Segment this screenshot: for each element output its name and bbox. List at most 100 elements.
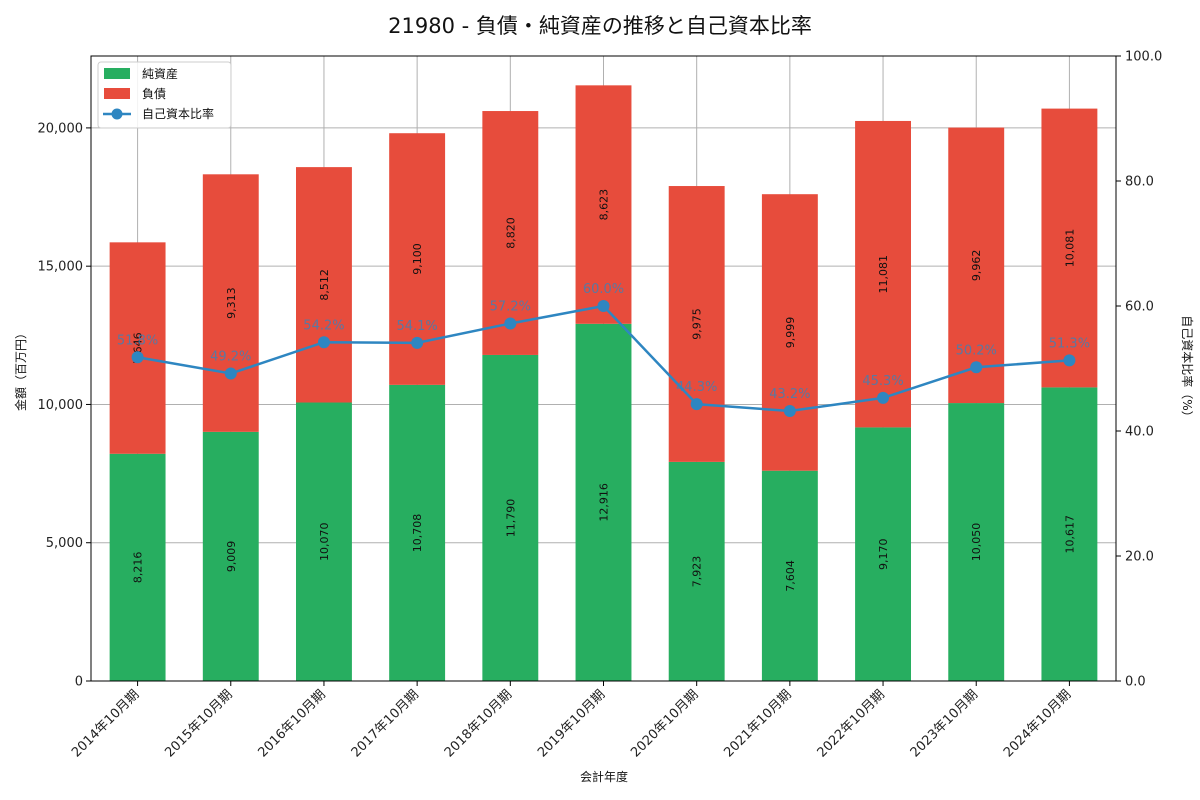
legend-label: 純資産: [142, 66, 178, 81]
bar-value-label: 10,708: [411, 514, 424, 553]
ratio-value-label: 43.2%: [769, 387, 810, 402]
y2-tick-label: 80.0: [1125, 175, 1154, 190]
x-tick-label: 2018年10月期: [442, 687, 515, 760]
y2-tick-label: 40.0: [1125, 425, 1154, 440]
bar-value-label: 8,820: [504, 217, 517, 249]
bar-liabilities: [855, 120, 911, 428]
legend-box: [97, 61, 232, 129]
bar-value-label: 10,050: [970, 523, 983, 562]
bar-liabilities: [948, 127, 1005, 404]
x-tick-label: 2022年10月期: [815, 687, 888, 760]
y2-axis-label: 自己資本比率（%）: [1180, 315, 1195, 422]
bar-value-label: 10,070: [318, 523, 331, 562]
bar-liabilities: [202, 174, 259, 432]
ratio-point: [783, 405, 796, 417]
bar-value-label: 8,512: [318, 269, 331, 301]
legend-label: 負債: [142, 86, 166, 101]
ratio-value-label: 57.2%: [490, 300, 531, 315]
bar-value-label: 11,790: [504, 499, 517, 538]
y-tick-label: 5,000: [46, 536, 83, 551]
bar-liabilities: [296, 167, 352, 403]
legend-swatch: [104, 88, 130, 99]
bar-value-label: 9,170: [877, 538, 890, 570]
ratio-point: [504, 317, 517, 330]
x-tick-label: 2017年10月期: [349, 687, 422, 760]
bar-liabilities: [668, 186, 725, 462]
bar-liabilities: [575, 85, 632, 324]
ratio-point: [131, 351, 144, 364]
ratio-value-label: 50.2%: [956, 343, 997, 358]
x-tick-label: 2015年10月期: [162, 687, 235, 760]
ratio-point: [224, 367, 237, 380]
bar-net-assets: [575, 323, 632, 681]
bar-net-assets: [109, 453, 166, 681]
ratio-value-label: 51.8%: [117, 333, 158, 348]
bar-value-label: 9,962: [970, 250, 983, 282]
bar-labels: 8,2167,6469,0099,31310,0708,51210,7089,1…: [132, 189, 1077, 592]
bar-value-label: 9,975: [691, 308, 704, 340]
y-axis-label: 金額（百万円）: [13, 327, 28, 411]
x-tick-label: 2021年10月期: [721, 687, 794, 760]
chart-title: 21980 - 負債・純資産の推移と自己資本比率: [388, 14, 812, 38]
bar-liabilities: [1041, 108, 1098, 388]
y-tick-label: 10,000: [38, 398, 84, 413]
ratio-point: [317, 336, 330, 349]
ratio-point: [877, 391, 890, 404]
bar-value-label: 8,216: [132, 552, 145, 584]
bar-net-assets: [668, 461, 725, 681]
bar-value-label: 11,081: [877, 255, 890, 294]
x-tick-label: 2023年10月期: [908, 687, 981, 760]
x-axis-label: 会計年度: [580, 769, 628, 784]
y2-tick-label: 0.0: [1125, 675, 1146, 690]
bar-value-label: 9,999: [784, 317, 797, 349]
y2-tick-label: 20.0: [1125, 550, 1154, 565]
bar-value-label: 10,081: [1063, 229, 1076, 267]
bar-liabilities: [482, 111, 539, 355]
ratio-value-label: 54.2%: [303, 318, 344, 333]
y2-tick-label: 60.0: [1125, 300, 1154, 315]
ratio-value-label: 60.0%: [583, 282, 624, 297]
bar-value-label: 10,617: [1063, 515, 1076, 554]
x-tick-label: 2020年10月期: [628, 687, 701, 760]
ratio-point: [597, 300, 610, 312]
bar-value-label: 12,916: [598, 483, 611, 522]
legend-marker: [111, 108, 123, 120]
bar-net-assets: [482, 354, 539, 681]
y-tick-label: 0: [75, 675, 83, 690]
bar-value-label: 9,313: [225, 287, 238, 319]
ratio-point: [690, 398, 703, 411]
legend-swatch: [104, 68, 130, 79]
ratio-point: [970, 361, 983, 374]
bar-value-label: 9,009: [225, 541, 238, 573]
bar-net-assets: [296, 402, 352, 681]
x-tick-label: 2019年10月期: [535, 687, 608, 760]
bars: [109, 85, 1098, 681]
ratio-value-label: 45.3%: [862, 374, 903, 389]
bar-net-assets: [202, 431, 259, 681]
ratio-value-label: 54.1%: [396, 319, 437, 334]
x-tick-label: 2014年10月期: [69, 687, 142, 760]
bar-value-label: 9,100: [411, 243, 424, 275]
y-tick-label: 15,000: [38, 260, 84, 275]
bar-value-label: 7,604: [784, 560, 797, 592]
ratio-value-label: 51.3%: [1049, 336, 1090, 351]
bar-value-label: 7,923: [691, 556, 704, 588]
ratio-value-label: 44.3%: [676, 380, 717, 395]
legend-label: 自己資本比率: [142, 106, 214, 121]
ratio-point: [1063, 354, 1076, 367]
ratio-line: 51.8% 49.2% 54.2% 54.1% 57.2% 60.0% 44.3% 43.2%…: [117, 282, 1090, 417]
x-tick-label: 2024年10月期: [1001, 687, 1074, 760]
y-tick-label: 20,000: [38, 121, 84, 136]
ratio-value-label: 49.2%: [210, 350, 251, 365]
bar-net-assets: [855, 427, 911, 681]
bar-value-label: 8,623: [598, 189, 611, 221]
x-tick-label: 2016年10月期: [255, 687, 328, 760]
ratio-point: [411, 336, 424, 349]
bar-liabilities: [109, 242, 166, 454]
y2-tick-label: 100.0: [1125, 50, 1162, 65]
bar-net-assets: [1041, 387, 1098, 681]
bar-liabilities: [761, 194, 818, 471]
bar-net-assets: [389, 384, 446, 681]
